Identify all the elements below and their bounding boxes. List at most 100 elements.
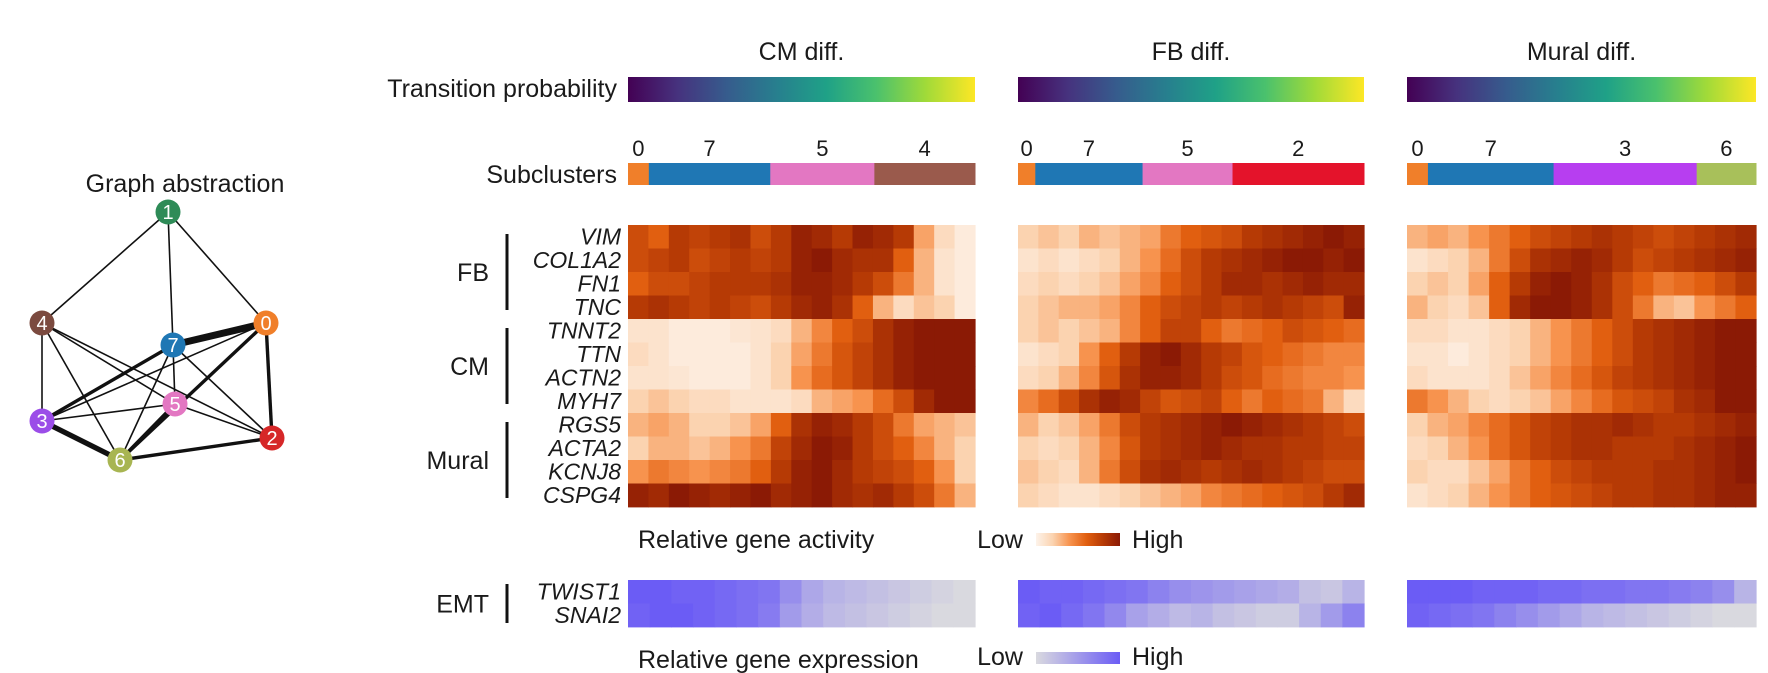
graph-edge-7-2 bbox=[172, 344, 273, 439]
gene-label-rgs5: RGS5 bbox=[558, 412, 621, 438]
heatmap-cell bbox=[1119, 413, 1141, 437]
heatmap-cell bbox=[1632, 225, 1654, 249]
heatmap-cell bbox=[1282, 342, 1304, 367]
expression-cell bbox=[1320, 580, 1343, 604]
heatmap-cell bbox=[954, 225, 976, 249]
heatmap-cell bbox=[1262, 295, 1284, 320]
panel-1: CM diff. 0 7 5 4 bbox=[628, 38, 976, 628]
heatmap-cell bbox=[1140, 342, 1162, 367]
heatmap-cell bbox=[1612, 460, 1634, 484]
heatmap-cell bbox=[852, 460, 874, 484]
heatmap-cell bbox=[913, 319, 935, 343]
expression-cell bbox=[1646, 580, 1670, 604]
gene-label-vim: VIM bbox=[580, 224, 622, 250]
subcluster-label-5: 5 bbox=[816, 136, 828, 161]
heatmap-cell bbox=[811, 483, 833, 508]
heatmap-cell bbox=[648, 295, 670, 320]
heatmap-cell bbox=[1632, 483, 1654, 508]
heatmap-cell bbox=[1673, 248, 1696, 273]
heatmap-cell bbox=[1058, 319, 1080, 343]
heatmap-cell bbox=[1550, 389, 1572, 414]
heatmap-cell bbox=[893, 389, 915, 414]
heatmap-cell bbox=[1221, 272, 1243, 296]
heatmap-cell bbox=[1735, 295, 1757, 320]
transition-probability-label: Transition probability bbox=[387, 75, 617, 103]
heatmap-cell bbox=[954, 248, 976, 273]
heatmap-cell bbox=[832, 483, 854, 508]
heatmap-cell bbox=[811, 460, 833, 484]
heatmap-cell bbox=[1099, 319, 1121, 343]
heatmap-cell bbox=[852, 272, 874, 296]
activity-heatmap bbox=[1018, 225, 1365, 508]
activity-heatmap bbox=[628, 225, 976, 508]
heatmap-cell bbox=[872, 366, 894, 390]
heatmap-cell bbox=[1427, 272, 1449, 296]
heatmap-cell bbox=[1673, 413, 1696, 437]
graph-node-circle bbox=[107, 447, 133, 473]
heatmap-cell bbox=[1302, 272, 1324, 296]
expression-cell bbox=[1147, 580, 1170, 604]
heatmap-cell bbox=[1302, 295, 1324, 320]
heatmap-cell bbox=[1058, 225, 1080, 249]
expression-cell bbox=[628, 603, 651, 628]
heatmap-cell bbox=[1735, 366, 1757, 390]
heatmap-cell bbox=[1058, 272, 1080, 296]
heatmap-cell bbox=[1632, 319, 1654, 343]
heatmap-cell bbox=[1099, 248, 1121, 273]
expression-cell bbox=[844, 580, 868, 604]
heatmap-cell bbox=[791, 436, 813, 461]
heatmap-cell bbox=[811, 342, 833, 367]
heatmap-cell bbox=[1489, 342, 1511, 367]
heatmap-cell bbox=[709, 342, 731, 367]
expression-cell bbox=[1516, 603, 1539, 628]
heatmap-cell bbox=[1160, 460, 1182, 484]
heatmap-cell bbox=[1509, 413, 1531, 437]
heatmap-cell bbox=[1140, 366, 1162, 390]
heatmap-cell bbox=[1509, 389, 1531, 414]
heatmap-cell bbox=[750, 366, 772, 390]
heatmap-cell bbox=[1058, 483, 1080, 508]
heatmap-cell bbox=[1673, 389, 1696, 414]
heatmap-cell bbox=[893, 272, 915, 296]
heatmap-cell bbox=[1468, 248, 1490, 273]
heatmap-cell bbox=[1550, 413, 1572, 437]
expression-cell bbox=[1234, 603, 1257, 628]
heatmap-cell bbox=[628, 436, 650, 461]
expression-cell bbox=[1537, 580, 1561, 604]
heatmap-cell bbox=[668, 460, 690, 484]
heatmap-cell bbox=[1262, 342, 1284, 367]
heatmap-cell bbox=[1119, 295, 1141, 320]
heatmap-cell bbox=[1673, 483, 1696, 508]
graph-node-3: 3 bbox=[29, 408, 55, 434]
heatmap-cell bbox=[852, 225, 874, 249]
heatmap-cell bbox=[689, 225, 711, 249]
activity-legend-low: Low bbox=[977, 526, 1024, 554]
graph-node-label: 0 bbox=[260, 313, 271, 335]
heatmap-cell bbox=[1160, 272, 1182, 296]
heatmap-cell bbox=[1201, 248, 1223, 273]
heatmap-cell bbox=[1201, 460, 1223, 484]
heatmap-cell bbox=[913, 342, 935, 367]
heatmap-cell bbox=[1119, 272, 1141, 296]
heatmap-cell bbox=[832, 272, 854, 296]
heatmap-cell bbox=[1448, 389, 1470, 414]
heatmap-cell bbox=[1653, 366, 1675, 390]
heatmap-cell bbox=[750, 295, 772, 320]
heatmap-cell bbox=[954, 366, 976, 390]
heatmap-cell bbox=[1427, 460, 1449, 484]
heatmap-cell bbox=[770, 225, 792, 249]
heatmap-cell bbox=[1241, 413, 1263, 437]
heatmap-cell bbox=[1018, 460, 1039, 484]
expression-cell bbox=[888, 580, 911, 604]
graph-edge-3-6 bbox=[40, 418, 122, 463]
heatmap-cell bbox=[832, 248, 854, 273]
heatmap-cell bbox=[1530, 295, 1552, 320]
heatmap-cell bbox=[1119, 225, 1141, 249]
expression-cell bbox=[1104, 580, 1127, 604]
heatmap-cell bbox=[1201, 366, 1223, 390]
heatmap-cell bbox=[1673, 342, 1696, 367]
graph-node-2: 2 bbox=[259, 425, 285, 451]
heatmap-cell bbox=[1591, 413, 1613, 437]
heatmap-cell bbox=[730, 436, 752, 461]
